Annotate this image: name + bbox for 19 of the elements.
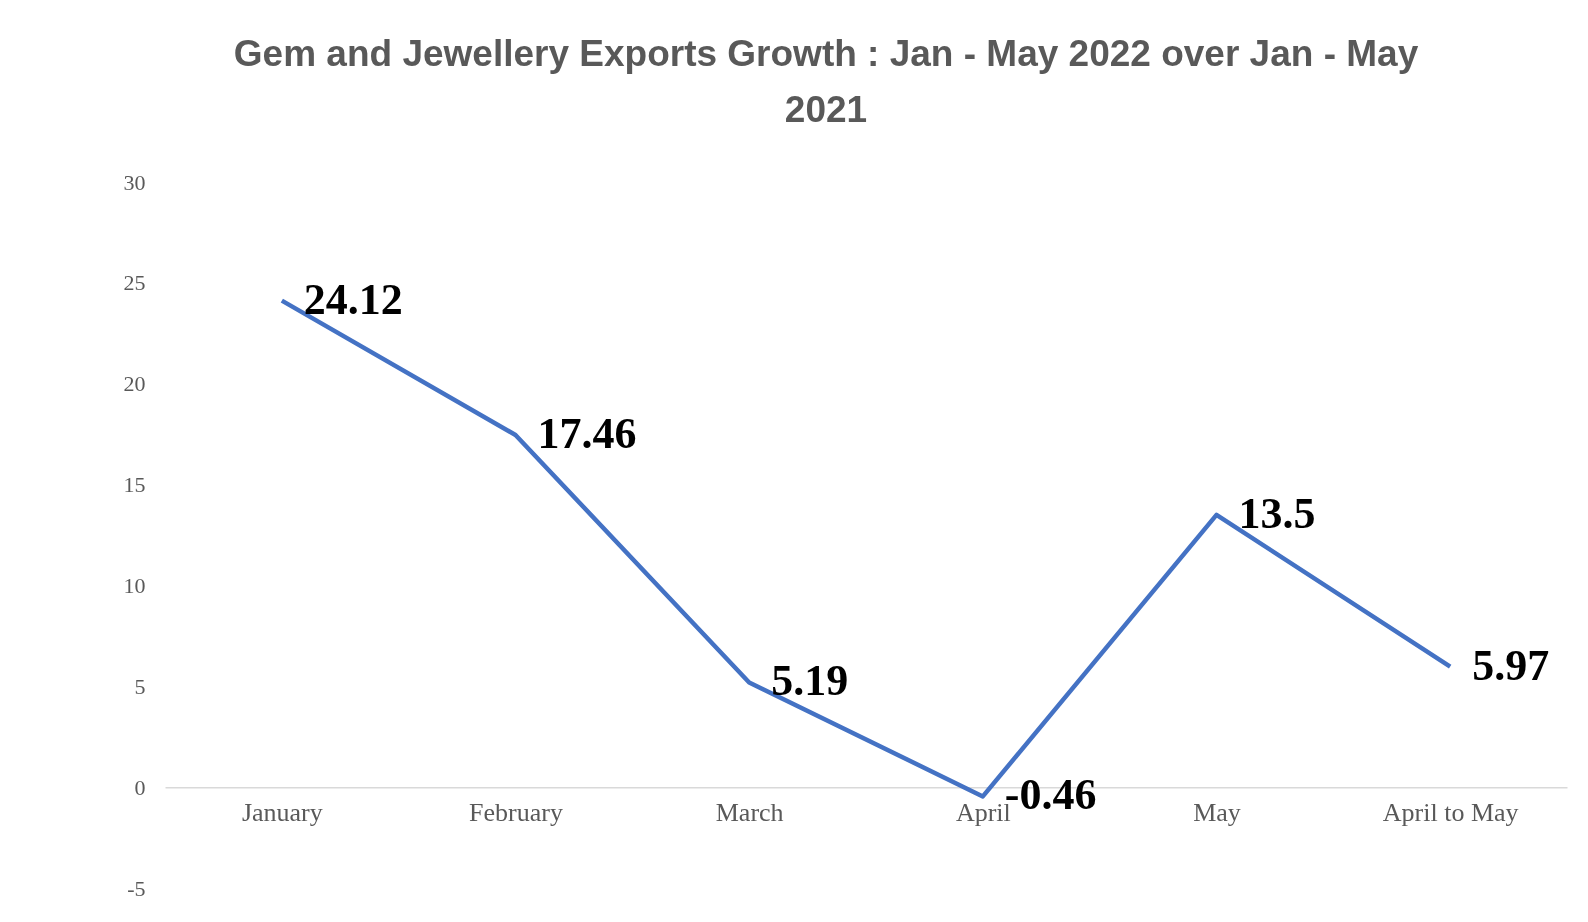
x-tick-label: January (241, 797, 323, 827)
data-label: 24.12 (303, 274, 403, 324)
x-tick-label: May (1193, 797, 1241, 827)
y-tick-label: 10 (123, 572, 146, 598)
y-tick-label: 25 (123, 270, 146, 296)
y-tick-label: 5 (134, 673, 146, 699)
data-label: 17.46 (537, 408, 637, 458)
x-tick-label: April to May (1382, 797, 1519, 827)
x-tick-label: March (715, 797, 784, 827)
y-tick-label: 15 (123, 472, 146, 498)
data-label: 5.19 (771, 656, 849, 706)
data-label: 5.97 (1472, 640, 1550, 690)
y-tick-label: -5 (127, 875, 146, 901)
y-tick-label: 20 (123, 371, 146, 397)
x-tick-label: February (469, 797, 563, 827)
data-label: 13.5 (1238, 488, 1316, 538)
y-tick-label: 0 (134, 774, 146, 800)
y-tick-label: 30 (123, 169, 146, 195)
chart-title: Gem and Jewellery Exports Growth : Jan - May 2022 over Jan - May 2021 (232, 32, 1420, 132)
